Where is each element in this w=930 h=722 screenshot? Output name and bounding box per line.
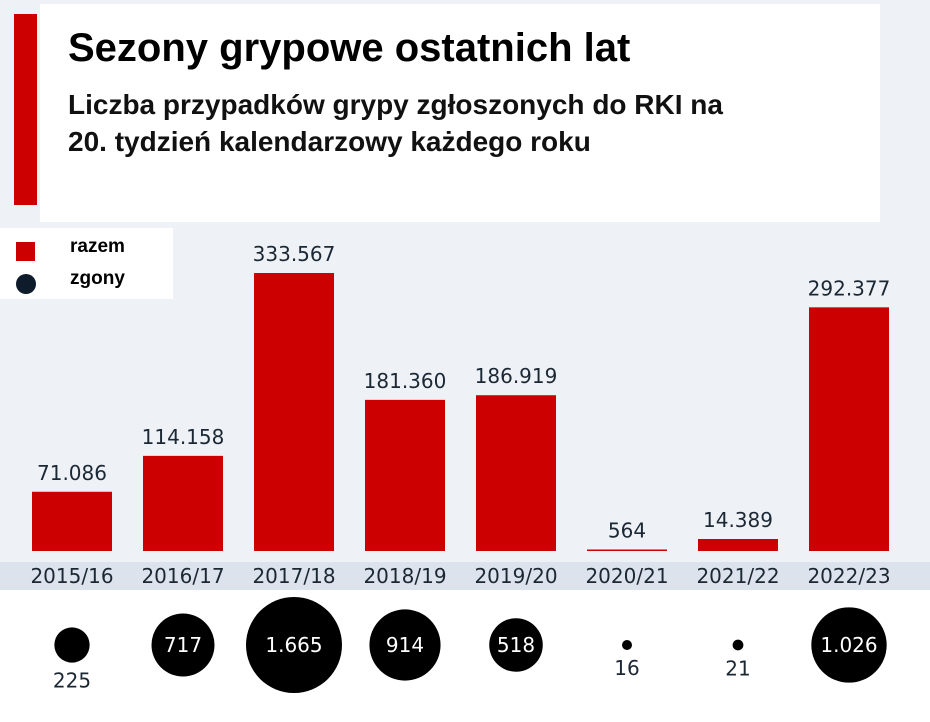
title-box — [40, 4, 880, 222]
chart-subtitle: Liczba przypadków grypy zgłoszonych do R… — [68, 89, 723, 157]
bar-2021-22 — [698, 539, 778, 551]
legend-circle-icon — [16, 274, 36, 294]
death-bubble — [489, 618, 543, 672]
bar-2020-21 — [587, 549, 667, 551]
bar-2017-18 — [254, 273, 334, 551]
death-bubble — [622, 640, 632, 650]
bar-value-label: 186.919 — [475, 364, 558, 388]
bar-value-label: 14.389 — [703, 508, 773, 532]
legend-item-zgony: zgony — [0, 268, 173, 298]
bar-value-label: 114.158 — [142, 425, 225, 449]
x-tick-label: 2019/20 — [474, 564, 557, 588]
bar-2016-17 — [143, 455, 223, 551]
legend-label-zgony: zgony — [70, 268, 125, 289]
death-value-label: 518 — [497, 633, 535, 657]
death-value-label: 21 — [725, 656, 750, 680]
deaths-band — [0, 590, 930, 722]
death-bubble — [811, 607, 887, 683]
death-value-label: 225 — [53, 669, 91, 693]
x-axis-band — [0, 562, 930, 590]
x-tick-label: 2017/18 — [252, 564, 335, 588]
x-tick-label: 2016/17 — [141, 564, 224, 588]
legend-item-razem: razem — [0, 236, 173, 266]
bar-value-label: 564 — [608, 519, 646, 543]
legend-square-icon — [16, 242, 35, 261]
death-bubble — [732, 639, 744, 651]
x-tick-label: 2018/19 — [363, 564, 446, 588]
death-value-label: 914 — [386, 633, 424, 657]
death-value-label: 717 — [164, 633, 202, 657]
bar-2015-16 — [32, 491, 112, 551]
bar-2022-23 — [809, 307, 889, 551]
bar-value-label: 181.360 — [364, 369, 447, 393]
death-value-label: 1.665 — [265, 633, 322, 657]
death-bubble — [369, 609, 441, 681]
x-tick-label: 2021/22 — [696, 564, 779, 588]
death-value-label: 1.026 — [820, 633, 877, 657]
death-bubble — [151, 613, 215, 677]
x-tick-label: 2022/23 — [807, 564, 890, 588]
bar-value-label: 292.377 — [808, 276, 891, 300]
legend-label-razem: razem — [70, 236, 125, 257]
death-value-label: 16 — [614, 656, 639, 680]
x-tick-label: 2020/21 — [585, 564, 668, 588]
accent-bar — [14, 14, 37, 205]
bar-2018-19 — [365, 399, 445, 551]
chart-title: Sezony grypowe ostatnich lat — [68, 26, 631, 70]
x-tick-label: 2015/16 — [30, 564, 113, 588]
bar-value-label: 71.086 — [37, 461, 107, 485]
bar-value-label: 333.567 — [253, 242, 336, 266]
death-bubble — [246, 597, 342, 693]
legend: razem zgony — [0, 228, 173, 299]
bar-2019-20 — [476, 395, 556, 551]
death-bubble — [54, 627, 90, 663]
